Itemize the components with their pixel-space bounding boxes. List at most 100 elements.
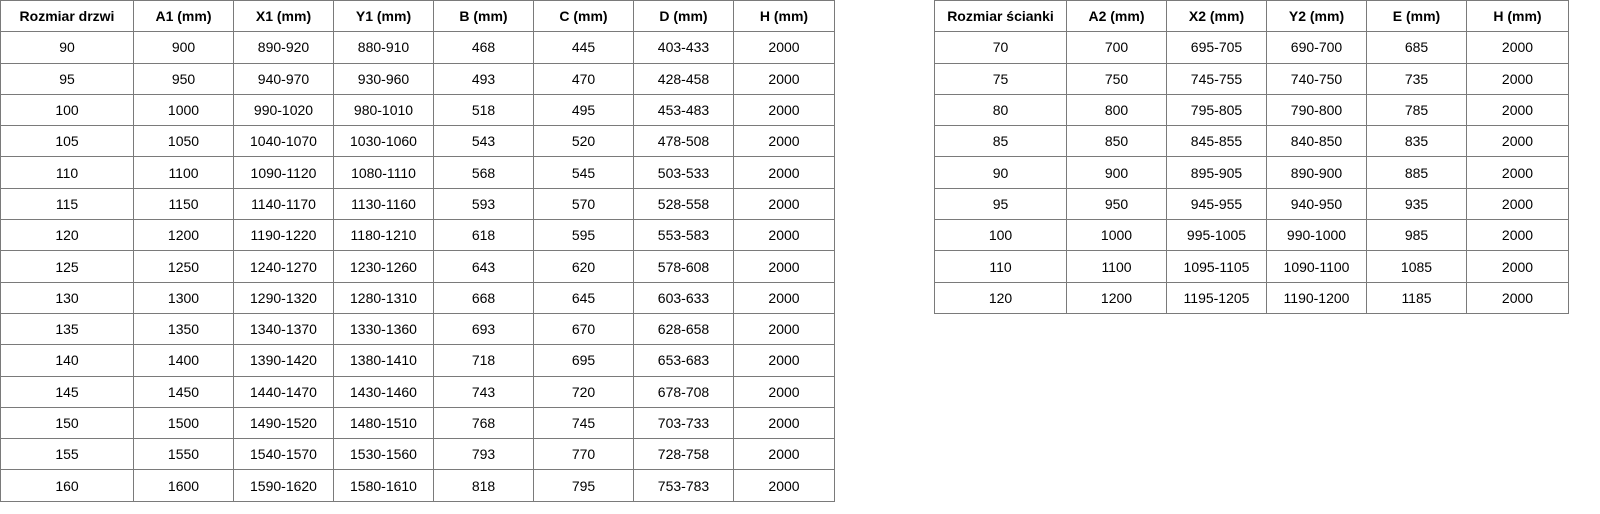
table-cell: 1140-1170 — [233, 187, 334, 221]
table-cell: 1430-1460 — [333, 375, 434, 408]
table-cell: 1185 — [1366, 281, 1467, 314]
table-cell: 445 — [533, 31, 634, 64]
table-cell: 155 — [0, 438, 134, 471]
table-row: 120 1200 1190-1220 1180-1210 618 595 553-583 20… — [0, 219, 835, 252]
table-cell: 1090-1120 — [233, 156, 334, 189]
table-row: 100 1000 995-1005 990-1000 985 2000 — [934, 219, 1569, 252]
table-cell: 115 — [0, 187, 134, 221]
table-cell: 1450 — [133, 375, 234, 408]
column-header: Y1 (mm) — [333, 0, 434, 33]
table-cell: 543 — [433, 125, 534, 158]
table-cell: 980-1010 — [333, 93, 434, 127]
table-cell: 1040-1070 — [233, 125, 334, 158]
table-row: 120 1200 1195-1205 1190-1200 1185 2000 — [934, 281, 1569, 314]
table-cell: 1050 — [133, 125, 234, 158]
door-size-table: Rozmiar drzwi A1 (mm) X1 (mm) Y1 (mm) B (mm)… — [0, 0, 835, 502]
table-row: 110 1100 1090-1120 1080-1110 568 545 503-533 20… — [0, 156, 835, 189]
table-cell: 130 — [0, 281, 134, 314]
table-cell: 595 — [533, 219, 634, 252]
table-row: 115 1150 1140-1170 1130-1160 593 570 528-558 20… — [0, 187, 835, 221]
table-cell: 985 — [1366, 219, 1467, 252]
table-cell: 793 — [433, 438, 534, 471]
table-cell: 2000 — [733, 250, 835, 283]
wall-size-table: Rozmiar ścianki A2 (mm) X2 (mm) Y2 (mm) E (m… — [934, 0, 1569, 314]
table-cell: 840-850 — [1266, 125, 1367, 158]
table-cell: 1580-1610 — [333, 469, 434, 502]
table-cell: 520 — [533, 125, 634, 158]
table-row: 90 900 890-920 880-910 468 445 403-433 2000 — [0, 31, 835, 64]
table-cell: 1190-1220 — [233, 219, 334, 252]
table-cell: 745-755 — [1166, 62, 1267, 95]
table-cell: 753-783 — [633, 469, 734, 502]
table-cell: 990-1000 — [1266, 219, 1367, 252]
table-cell: 403-433 — [633, 31, 734, 64]
table-cell: 620 — [533, 250, 634, 283]
table-cell: 2000 — [1466, 156, 1569, 189]
table-row: 125 1250 1240-1270 1230-1260 643 620 578-608 20… — [0, 250, 835, 283]
table-cell: 1350 — [133, 312, 234, 346]
table-row: 85 850 845-855 840-850 835 2000 — [934, 125, 1569, 158]
table-cell: 70 — [934, 31, 1067, 64]
table-cell: 2000 — [733, 375, 835, 408]
table-cell: 935 — [1366, 187, 1467, 221]
table-cell: 2000 — [1466, 219, 1569, 252]
table-row: 95 950 945-955 940-950 935 2000 — [934, 187, 1569, 221]
column-header: C (mm) — [533, 0, 634, 33]
table-cell: 493 — [433, 62, 534, 95]
table-cell: 720 — [533, 375, 634, 408]
table-cell: 578-608 — [633, 250, 734, 283]
table-cell: 1400 — [133, 344, 234, 377]
table-cell: 818 — [433, 469, 534, 502]
table-cell: 90 — [0, 31, 134, 64]
table-cell: 1030-1060 — [333, 125, 434, 158]
table-row: 155 1550 1540-1570 1530-1560 793 770 728-758 20… — [0, 438, 835, 471]
table-cell: 2000 — [733, 125, 835, 158]
table-cell: 1540-1570 — [233, 438, 334, 471]
table-cell: 145 — [0, 375, 134, 408]
table-cell: 90 — [934, 156, 1067, 189]
table-cell: 160 — [0, 469, 134, 502]
table-cell: 1200 — [1066, 281, 1167, 314]
table-cell: 2000 — [1466, 62, 1569, 95]
table-cell: 770 — [533, 438, 634, 471]
table-row: 135 1350 1340-1370 1330-1360 693 670 628-658 20… — [0, 312, 835, 346]
table-cell: 653-683 — [633, 344, 734, 377]
table-row: 130 1300 1290-1320 1280-1310 668 645 603-633 20… — [0, 281, 835, 314]
table-cell: 593 — [433, 187, 534, 221]
table-cell: 1180-1210 — [333, 219, 434, 252]
table-cell: 695 — [533, 344, 634, 377]
table-cell: 618 — [433, 219, 534, 252]
table-cell: 1330-1360 — [333, 312, 434, 346]
table-row: 145 1450 1440-1470 1430-1460 743 720 678-708 20… — [0, 375, 835, 408]
table-cell: 740-750 — [1266, 62, 1367, 95]
table-cell: 703-733 — [633, 406, 734, 440]
table-cell: 1150 — [133, 187, 234, 221]
table-cell: 2000 — [733, 31, 835, 64]
table-cell: 1000 — [1066, 219, 1167, 252]
table-row: 80 800 795-805 790-800 785 2000 — [934, 93, 1569, 127]
table-cell: 990-1020 — [233, 93, 334, 127]
table-row: 150 1500 1490-1520 1480-1510 768 745 703-733 20… — [0, 406, 835, 440]
column-header: Rozmiar ścianki — [934, 0, 1067, 33]
table-cell: 768 — [433, 406, 534, 440]
table-row: 160 1600 1590-1620 1580-1610 818 795 753-783 20… — [0, 469, 835, 502]
table-cell: 2000 — [733, 438, 835, 471]
table-cell: 790-800 — [1266, 93, 1367, 127]
table-cell: 1100 — [133, 156, 234, 189]
table-cell: 690-700 — [1266, 31, 1367, 64]
table-cell: 140 — [0, 344, 134, 377]
table-cell: 110 — [0, 156, 134, 189]
table-cell: 1190-1200 — [1266, 281, 1367, 314]
table-cell: 1390-1420 — [233, 344, 334, 377]
table-cell: 895-905 — [1166, 156, 1267, 189]
table-cell: 603-633 — [633, 281, 734, 314]
table-cell: 743 — [433, 375, 534, 408]
table-cell: 745 — [533, 406, 634, 440]
table-cell: 2000 — [1466, 125, 1569, 158]
table-cell: 685 — [1366, 31, 1467, 64]
table-cell: 940-970 — [233, 62, 334, 95]
column-header: X1 (mm) — [233, 0, 334, 33]
table-cell: 930-960 — [333, 62, 434, 95]
table-cell: 503-533 — [633, 156, 734, 189]
table-cell: 890-900 — [1266, 156, 1367, 189]
